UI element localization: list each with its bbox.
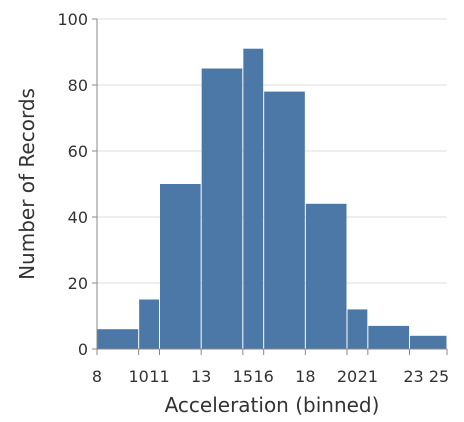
x-tick-label: 15	[233, 367, 253, 386]
x-tick-label: 8	[92, 367, 102, 386]
bar	[160, 184, 201, 349]
y-tick-label: 0	[78, 340, 88, 359]
x-tick-label: 10	[128, 367, 148, 386]
bar	[305, 203, 347, 349]
bar	[347, 309, 368, 349]
bar	[243, 48, 264, 349]
x-tick-label: 16	[253, 367, 273, 386]
axes	[96, 19, 447, 350]
bar	[139, 299, 159, 349]
bar	[410, 335, 447, 349]
y-tick-label: 100	[57, 10, 88, 29]
x-tick-label: 21	[358, 367, 378, 386]
x-tick-label: 18	[295, 367, 315, 386]
bar	[97, 329, 139, 349]
y-axis-title: Number of Records	[15, 88, 39, 280]
bar	[201, 68, 243, 349]
x-axis-ticks: 8 10 11 13 15 16 18 20 21 23 25	[92, 349, 449, 386]
x-tick-label: 20	[337, 367, 357, 386]
y-tick-label: 80	[68, 76, 88, 95]
x-tick-label: 13	[191, 367, 211, 386]
y-tick-label: 20	[68, 274, 88, 293]
y-tick-label: 40	[68, 208, 88, 227]
bars	[97, 48, 447, 349]
x-axis-title: Acceleration (binned)	[165, 393, 380, 417]
x-tick-label: 25	[429, 367, 449, 386]
y-tick-label: 60	[68, 142, 88, 161]
bar	[368, 325, 409, 349]
x-tick-label: 11	[149, 367, 169, 386]
x-tick-label: 23	[403, 367, 423, 386]
bar	[264, 91, 305, 349]
y-axis-ticks: 0 20 40 60 80 100	[57, 10, 97, 359]
